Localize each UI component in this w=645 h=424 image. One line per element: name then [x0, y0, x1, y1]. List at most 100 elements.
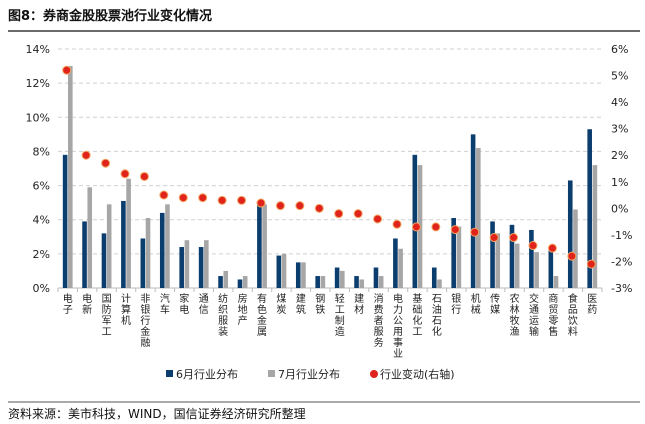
change-point [334, 209, 344, 219]
bar-june [567, 180, 573, 288]
change-point [101, 158, 111, 168]
left-tick-label: 4% [33, 214, 50, 227]
right-axis: -3% -2% -1% 0% 1% 2% 3% 4% 5% 6% [611, 43, 632, 295]
bar-july [320, 276, 326, 288]
bar-june [354, 276, 359, 288]
bar-june [237, 279, 243, 288]
bar-june [159, 212, 165, 288]
bar-june [509, 224, 515, 288]
left-tick-label: 14% [26, 43, 50, 56]
bar-june [587, 129, 592, 288]
category-label: 机械 [471, 292, 481, 316]
bar-june [140, 238, 146, 288]
right-tick-label: -3% [611, 282, 632, 295]
bar-june [315, 276, 320, 288]
category-label: 通信 [199, 293, 209, 316]
bar-july [165, 204, 170, 288]
category-label: 非银行金融 [140, 293, 150, 349]
category-label: 基础化工 [412, 292, 422, 338]
change-point [139, 171, 149, 181]
change-point [237, 195, 247, 205]
bar-july [301, 262, 306, 288]
bar-june [334, 267, 340, 288]
bar-july [340, 270, 345, 288]
bar-july [573, 209, 578, 288]
change-point [528, 241, 538, 251]
bar-july [495, 233, 501, 288]
change-point [450, 225, 460, 235]
left-tick-label: 12% [26, 77, 50, 90]
bar-july [262, 204, 267, 288]
category-label: 建材 [354, 292, 364, 316]
change-point [567, 251, 577, 261]
right-tick-label: -1% [611, 229, 632, 242]
bar-july [223, 270, 229, 288]
category-label: 消费者服务 [374, 292, 384, 349]
bar-june [393, 238, 398, 288]
change-point [159, 190, 169, 200]
change-point [470, 227, 480, 237]
bar-june [82, 221, 87, 288]
source-note: 资料来源：美市科技，WIND，国信证券经济研究所整理 [8, 406, 306, 421]
change-point [256, 198, 266, 208]
right-tick-label: 6% [611, 43, 628, 56]
bar-june [257, 204, 262, 288]
bar-june [295, 262, 301, 288]
bar-july [106, 204, 112, 288]
right-tick-label: 2% [611, 149, 628, 162]
change-point [275, 201, 285, 211]
change-point [62, 65, 72, 75]
category-label: 石油石化 [432, 294, 442, 338]
right-tick-label: 0% [611, 202, 628, 215]
legend-change-marker [370, 370, 378, 378]
bar-june [412, 154, 418, 288]
category-label: 汽车 [160, 292, 170, 316]
category-label: 电新 [82, 292, 92, 316]
change-point [509, 233, 519, 243]
bar-july [456, 226, 462, 288]
bar-june [431, 267, 437, 288]
category-label: 计算机 [121, 292, 131, 327]
left-tick-label: 2% [33, 248, 50, 261]
bar-july [359, 279, 365, 288]
bar-july [534, 252, 539, 288]
bar-july [184, 240, 190, 288]
left-tick-label: 8% [33, 145, 50, 158]
bar-july [592, 165, 598, 288]
right-tick-label: 4% [611, 96, 628, 109]
change-point [120, 169, 130, 179]
category-label: 房地产 [238, 292, 248, 327]
bar-july [126, 178, 131, 288]
category-label: 家电 [179, 292, 189, 316]
category-label: 有色金属 [257, 292, 267, 338]
bar-july [242, 276, 248, 288]
bar-june [373, 267, 379, 288]
category-label: 国防军工 [102, 293, 112, 338]
category-label: 交通运输 [529, 292, 539, 338]
bar-july [378, 276, 384, 288]
category-label: 煤炭 [276, 292, 286, 316]
category-labels: 电子电新国防军工计算机非银行金融汽车家电通信纺织服装房地产有色金属煤炭建筑钢铁轻… [63, 292, 598, 360]
legend-july-swatch [268, 370, 275, 377]
change-point [178, 193, 188, 203]
change-point [81, 150, 91, 160]
bar-june [62, 154, 68, 288]
change-point [547, 243, 557, 253]
bar-july [204, 240, 209, 288]
change-point [314, 203, 324, 213]
left-tick-label: 0% [33, 282, 50, 295]
change-point [392, 219, 402, 229]
bar-june [470, 134, 476, 288]
change-point [217, 195, 227, 205]
bar-june [529, 229, 534, 288]
category-label: 电力公用事业 [393, 292, 403, 360]
legend-change-label: 行业变动(右轴) [380, 367, 455, 381]
category-label: 轻工制造 [335, 292, 345, 338]
bar-june [276, 255, 282, 288]
category-label: 银行 [451, 292, 461, 316]
category-label: 商贸零售 [548, 292, 558, 338]
bar-june [490, 221, 495, 288]
right-tick-label: 3% [611, 123, 628, 136]
category-label: 医药 [587, 293, 597, 316]
bar-july [476, 148, 481, 288]
